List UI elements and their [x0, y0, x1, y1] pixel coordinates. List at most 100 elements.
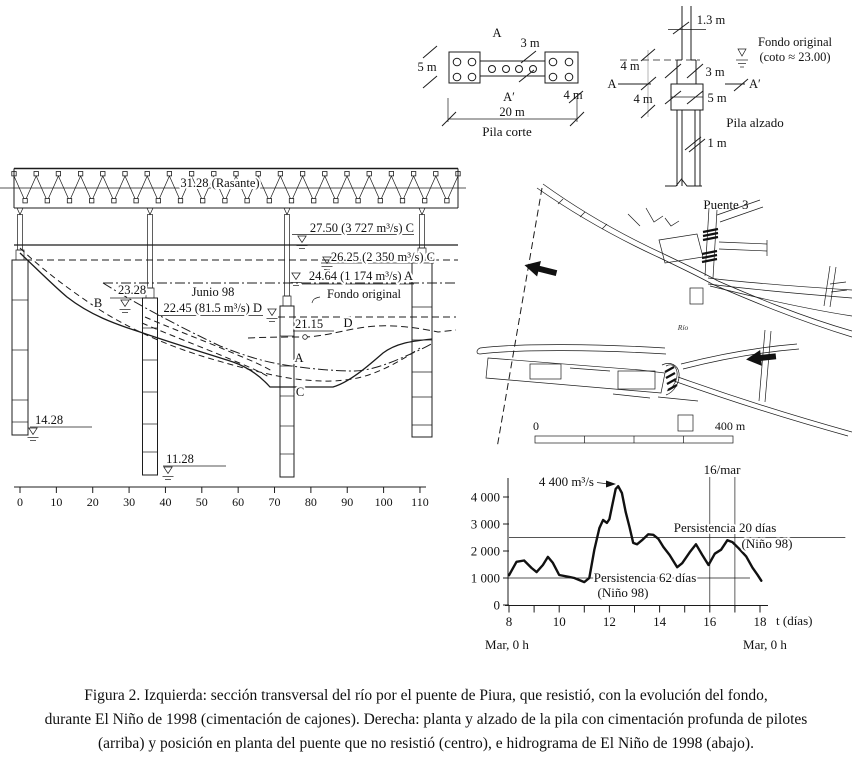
flow-arrow-left	[524, 260, 558, 277]
flow-curve-group	[507, 485, 763, 584]
date-16mar-label: 16/mar	[704, 462, 741, 477]
rio-label: Río	[677, 323, 689, 332]
bridge-hatching	[664, 227, 719, 391]
dim-13m-label: 1.3 m	[697, 13, 726, 27]
level-2115-label: 21.15	[295, 317, 323, 331]
svg-text:8: 8	[506, 614, 513, 629]
svg-text:2 000: 2 000	[471, 544, 500, 559]
dimension-ticks	[422, 45, 585, 127]
svg-text:1 000: 1 000	[471, 571, 500, 586]
svg-text:70: 70	[269, 495, 281, 509]
dim-4m-top-label: 4 m	[620, 59, 639, 73]
level-2464-label: 24.64 (1 174 m³/s) A	[309, 269, 413, 283]
dim-3m-label: 3 m	[520, 36, 539, 50]
svg-text:80: 80	[305, 495, 317, 509]
level-line-2115	[247, 325, 457, 339]
fondo-leader-line	[311, 296, 321, 304]
flow-curve	[507, 485, 763, 584]
junio-98-label: Junio 98	[192, 285, 235, 299]
curve-c-letter: C	[296, 385, 304, 399]
junio98-scour-line-1	[144, 316, 273, 372]
x-start-annotation: Mar, 0 h	[485, 637, 529, 652]
scale-zero-label: 0	[533, 419, 539, 433]
dim-20m-label: 20 m	[499, 105, 525, 119]
bridge-truss	[11, 171, 461, 204]
level-marker-circle	[302, 334, 308, 340]
pila-alzado-title: Pila alzado	[726, 115, 783, 130]
dim-3m-label: 3 m	[705, 65, 724, 79]
fondo-cota-label: (coto ≈ 23.00)	[759, 50, 830, 64]
svg-text:14: 14	[653, 614, 667, 629]
site-plan-map: Puente 3 Río 0 400 m	[476, 183, 852, 449]
dim-4m-label: 4 m	[563, 88, 582, 102]
curve-a-letter: A	[294, 351, 303, 365]
svg-text:60: 60	[232, 495, 244, 509]
elev-1128-label: 11.28	[166, 452, 194, 466]
section-a-prime-label: A′	[749, 77, 761, 91]
cross-section-diagram: 31.28 (Rasante) 27.50 (3 727 m³/s) C 26.…	[0, 167, 466, 509]
dim-1m-label: 1 m	[707, 136, 726, 150]
curve-d-letter: D	[343, 316, 352, 330]
map-roads	[476, 183, 852, 437]
date-marker-lines	[709, 477, 736, 608]
section-a-prime-label: A′	[503, 90, 515, 104]
dim-4m-bottom-label: 4 m	[633, 92, 652, 106]
x-end-annotation: Mar, 0 h	[743, 637, 787, 652]
caption-line-2: durante El Niño de 1998 (cimentación de …	[44, 711, 808, 728]
bed-curve-b	[19, 247, 421, 382]
level-2625-label: 26.25 (2 350 m³/s) C	[331, 250, 435, 264]
scale-bar: 0 400 m	[533, 419, 746, 444]
caption-line-1: Figura 2. Izquierda: sección transversal…	[84, 687, 768, 704]
persistencia-62-label: Persistencia 62 días	[594, 570, 697, 585]
svg-text:40: 40	[159, 495, 171, 509]
level-2750-label: 27.50 (3 727 m³/s) C	[310, 221, 414, 235]
level-2328-label: 23.28	[118, 283, 146, 297]
svg-text:16: 16	[703, 614, 717, 629]
caption-line-3: (arriba) y posición en planta del puente…	[98, 735, 754, 752]
station-axis-ticks: 0 10 20 30 40 50 60 70 80 90 100 110	[17, 487, 429, 509]
bed-curve-c	[19, 252, 433, 388]
svg-text:90: 90	[341, 495, 353, 509]
svg-text:110: 110	[411, 495, 429, 509]
rasante-label: 31.28 (Rasante)	[180, 176, 259, 190]
svg-text:0: 0	[494, 598, 501, 613]
svg-text:100: 100	[375, 495, 393, 509]
bridge-piers	[11, 207, 433, 478]
piles	[665, 110, 702, 187]
junio98-scour-line-2	[141, 322, 270, 378]
puente-3-label: Puente 3	[703, 197, 748, 212]
bed-curve-a	[102, 282, 434, 372]
flow-arrow-right	[746, 349, 777, 366]
svg-text:12: 12	[603, 614, 616, 629]
persistencia-20-label: Persistencia 20 días	[674, 520, 777, 535]
svg-text:30: 30	[123, 495, 135, 509]
y-axis-ticks: 0 1 000 2 000 3 000 4 000	[471, 490, 509, 613]
svg-text:4 000: 4 000	[471, 490, 500, 505]
fondo-original-label: Fondo original	[327, 287, 401, 301]
hydrograph-chart: 8 10 12 14 16 18 0 1 000 2 000 3 000 4 000 4 400 …	[471, 462, 846, 652]
section-a-label: A	[492, 26, 501, 40]
pila-corte-title: Pila corte	[482, 124, 532, 139]
svg-text:3 000: 3 000	[471, 517, 500, 532]
peak-arrowhead	[606, 480, 616, 488]
svg-text:50: 50	[196, 495, 208, 509]
x-axis-title: t (días)	[776, 613, 812, 628]
datum-symbols	[27, 235, 333, 480]
pier-plan-diagram: A 3 m 5 m A′ 4 m 20 m Pila corte	[417, 26, 585, 139]
dim-5m-label: 5 m	[417, 60, 436, 74]
svg-text:20: 20	[87, 495, 99, 509]
caisson-circles	[452, 57, 574, 82]
dim-5m-label: 5 m	[707, 91, 726, 105]
level-2245-label: 22.45 (81.5 m³/s) D	[163, 301, 262, 315]
pier-elevation-diagram: 1.3 m Fondo original (coto ≈ 23.00) 4 m …	[607, 6, 832, 187]
curve-b-letter: B	[94, 296, 102, 310]
x-axis-ticks: 8 10 12 14 16 18	[506, 605, 767, 629]
scale-max-label: 400 m	[715, 419, 746, 433]
figure-caption: Figura 2. Izquierda: sección transversal…	[0, 684, 852, 756]
svg-text:0: 0	[17, 495, 23, 509]
map-boundary-dashed	[496, 187, 543, 449]
persistencia-20-sublabel: (Niño 98)	[742, 536, 793, 551]
svg-text:10: 10	[553, 614, 566, 629]
svg-text:18: 18	[754, 614, 767, 629]
